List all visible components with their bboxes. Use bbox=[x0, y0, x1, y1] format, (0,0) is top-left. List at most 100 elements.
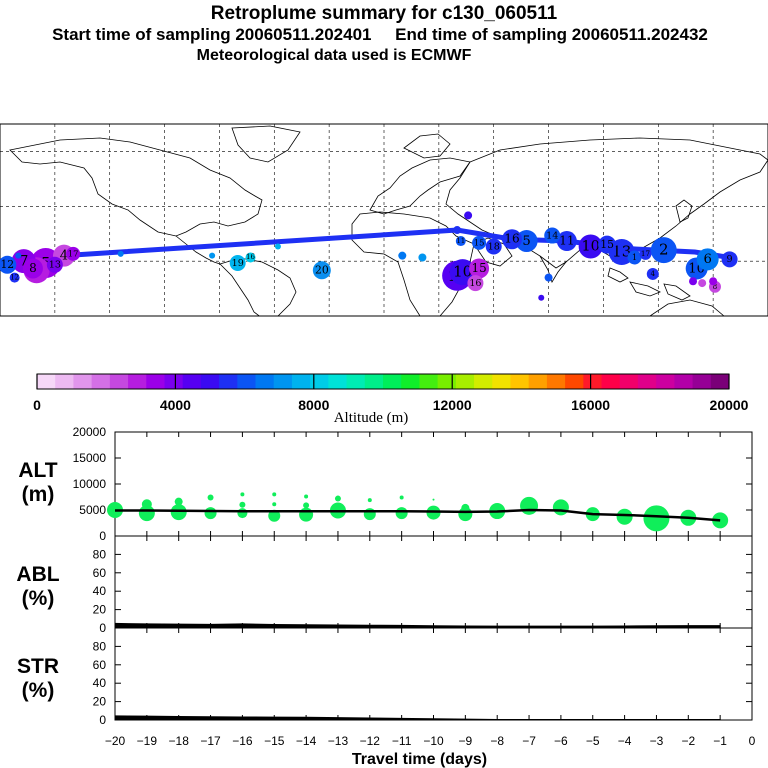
colorbar-cell bbox=[674, 374, 694, 389]
map-point bbox=[469, 258, 490, 279]
map-point bbox=[398, 251, 407, 260]
y-tick-label: 60 bbox=[93, 658, 107, 672]
map-point-label: 10 bbox=[453, 263, 472, 281]
x-tick-label: −3 bbox=[650, 734, 664, 748]
map-point bbox=[696, 248, 719, 271]
altitude-point bbox=[643, 505, 670, 532]
altitude-point bbox=[272, 502, 277, 507]
map-point-label: 2 bbox=[659, 241, 669, 259]
colorbar-cell bbox=[492, 374, 511, 389]
colorbar-tick-label: 4000 bbox=[160, 397, 191, 413]
colorbar-cell bbox=[346, 374, 366, 389]
map-point bbox=[453, 226, 462, 235]
map-point bbox=[472, 235, 487, 250]
x-tick-label: −19 bbox=[137, 734, 158, 748]
panel-label: (%) bbox=[22, 587, 55, 610]
map-point bbox=[66, 246, 81, 261]
map-point-label: 8 bbox=[29, 261, 37, 275]
map-point-label: 12 bbox=[10, 273, 19, 281]
map-point bbox=[229, 254, 246, 271]
x-tick-label: −6 bbox=[554, 734, 568, 748]
map-point bbox=[502, 229, 522, 250]
map-point bbox=[455, 236, 466, 247]
map-point bbox=[467, 275, 484, 292]
panel-frame bbox=[114, 535, 753, 629]
map-point bbox=[698, 279, 707, 288]
map-point-label: 5 bbox=[522, 234, 530, 249]
colorbar-cell bbox=[146, 374, 165, 389]
x-tick-label: −1 bbox=[713, 734, 727, 748]
colorbar-cell bbox=[164, 374, 184, 389]
y-tick-label: 0 bbox=[99, 621, 106, 635]
world-map: 5116101327104510681516112012151913161814… bbox=[0, 123, 768, 317]
map-point bbox=[245, 252, 256, 263]
altitude-point bbox=[239, 501, 246, 508]
colorbar-cell bbox=[255, 374, 275, 389]
x-tick-label: −11 bbox=[392, 734, 412, 748]
met-data-source: Meteorological data used is ECMWF bbox=[196, 47, 472, 64]
map-point bbox=[0, 255, 17, 274]
panel-label: (%) bbox=[22, 679, 55, 702]
map-point bbox=[544, 227, 561, 244]
y-tick-label: 80 bbox=[93, 547, 107, 561]
altitude-point bbox=[170, 504, 187, 521]
colorbar-tick-label: 8000 bbox=[298, 397, 329, 413]
altitude-point bbox=[237, 508, 248, 519]
mean-altitude-line bbox=[115, 508, 721, 522]
panel-label: ALT bbox=[18, 459, 57, 482]
map-point bbox=[312, 261, 331, 280]
y-tick-label: 0 bbox=[99, 713, 106, 727]
altitude-point bbox=[268, 509, 281, 522]
colorbar-cell bbox=[601, 374, 621, 389]
x-tick-label: −7 bbox=[522, 734, 536, 748]
colorbar-cell bbox=[546, 374, 566, 389]
colorbar-cell bbox=[37, 374, 56, 389]
y-tick-label: 40 bbox=[93, 676, 107, 690]
y-tick-label: 10000 bbox=[73, 477, 107, 491]
map-point bbox=[22, 258, 43, 279]
y-tick-label: 80 bbox=[93, 639, 107, 653]
map-point-label: 4 bbox=[651, 269, 656, 278]
altitude-point bbox=[520, 496, 539, 515]
colorbar-cell bbox=[109, 374, 129, 389]
y-tick-label: 20 bbox=[93, 695, 107, 709]
colorbar-cell bbox=[692, 374, 712, 389]
altitude-point bbox=[303, 502, 310, 509]
colorbar-cell bbox=[401, 374, 420, 389]
map-graticule bbox=[0, 124, 768, 317]
x-tick-label: −16 bbox=[232, 734, 253, 748]
map-point-label: 6 bbox=[703, 252, 711, 267]
map-point-label: 15 bbox=[474, 237, 485, 247]
map-point bbox=[578, 234, 603, 259]
altitude-point bbox=[138, 505, 155, 522]
map-point-label: 11 bbox=[456, 237, 465, 245]
colorbar-cell bbox=[656, 374, 675, 389]
panel-label: STR bbox=[17, 655, 59, 678]
map-point-label: 12 bbox=[0, 258, 14, 271]
map-point bbox=[709, 277, 718, 286]
map-point-label: 11 bbox=[559, 234, 574, 248]
x-tick-label: −15 bbox=[264, 734, 285, 748]
y-tick-label: 15000 bbox=[73, 451, 107, 465]
colorbar-cell bbox=[237, 374, 257, 389]
altitude-point bbox=[461, 503, 470, 512]
colorbar-cell bbox=[710, 374, 730, 389]
map-point bbox=[598, 235, 617, 254]
map-point bbox=[464, 211, 473, 220]
altitude-point bbox=[395, 507, 408, 520]
map-point bbox=[485, 238, 502, 255]
colorbar-cell bbox=[455, 374, 475, 389]
x-tick-label: −10 bbox=[423, 734, 444, 748]
map-point-label: 1 bbox=[632, 252, 637, 262]
altitude-point bbox=[207, 494, 214, 501]
altitude-point bbox=[204, 507, 217, 520]
colorbar-cell bbox=[91, 374, 111, 389]
altitude-point bbox=[367, 498, 372, 503]
colorbar-axis-label: Altitude (m) bbox=[334, 410, 409, 426]
fraction-area bbox=[114, 715, 721, 721]
x-tick-label: −20 bbox=[105, 734, 126, 748]
map-point bbox=[117, 250, 124, 257]
altitude-point bbox=[141, 499, 152, 510]
chart-title: Retroplume summary for c130_060511 bbox=[210, 3, 558, 24]
